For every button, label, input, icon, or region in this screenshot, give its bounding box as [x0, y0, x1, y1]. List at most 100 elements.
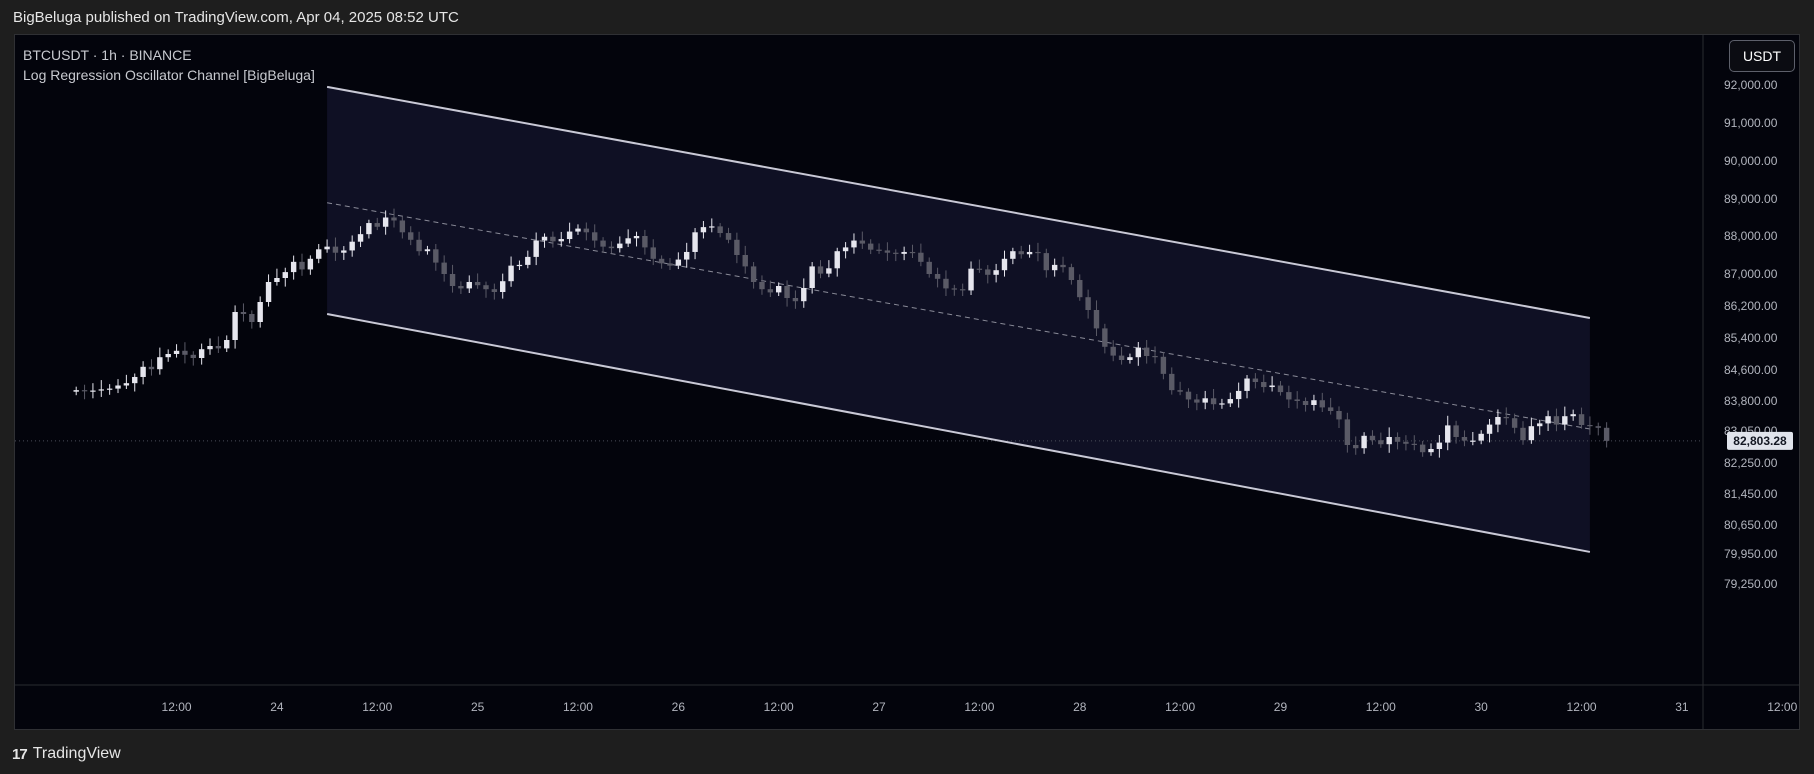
indicator-line: Log Regression Oscillator Channel [BigBe… — [23, 67, 315, 83]
candle — [608, 241, 615, 254]
candle — [1219, 398, 1225, 409]
candle-body — [1428, 449, 1434, 453]
candle-body — [750, 266, 757, 282]
candle — [1093, 300, 1100, 336]
candle-body — [1445, 425, 1451, 443]
candle-body — [299, 261, 305, 270]
candle-body — [943, 278, 949, 289]
candle-body — [1503, 417, 1509, 419]
candle-body — [257, 302, 263, 322]
candle — [1537, 419, 1543, 435]
candle — [884, 242, 891, 261]
candle — [215, 336, 222, 353]
candle-body — [625, 238, 631, 244]
candle-body — [1595, 426, 1601, 428]
price-chart[interactable]: 92,000.00 91,000.00 90,000.00 89,000.00 88,0… — [15, 35, 1800, 730]
candle — [1001, 250, 1008, 277]
candle — [1403, 435, 1409, 451]
candle-body — [341, 250, 347, 253]
candle — [767, 280, 774, 297]
candle-body — [1486, 424, 1493, 434]
candle — [282, 267, 288, 287]
candle-body — [1118, 355, 1125, 360]
candle-body — [934, 274, 941, 279]
candle — [500, 273, 506, 299]
candle — [508, 256, 514, 287]
candle — [224, 335, 230, 352]
candle-body — [1277, 385, 1284, 393]
candle — [1202, 390, 1208, 410]
candle-body — [316, 249, 322, 259]
candle — [1419, 441, 1426, 457]
candle — [842, 242, 849, 259]
y-tick-label: 86,200.00 — [1724, 299, 1778, 313]
candle-body — [1169, 373, 1175, 391]
candle — [1478, 430, 1484, 445]
candle — [600, 237, 606, 253]
candle — [1160, 352, 1167, 380]
candle-body — [608, 246, 615, 249]
x-tick-label: 12:00 — [1567, 700, 1597, 714]
last-price-label: 82,803.28 — [1733, 434, 1787, 448]
candle — [734, 232, 740, 264]
candle — [1143, 340, 1150, 364]
candle-body — [1143, 347, 1150, 356]
candle-body — [474, 282, 481, 286]
x-tick-label: 31 — [1675, 700, 1689, 714]
candle-body — [1294, 399, 1300, 401]
candle-body — [232, 312, 238, 340]
chart-panel[interactable]: 92,000.00 91,000.00 90,000.00 89,000.00 88,0… — [14, 34, 1800, 730]
candle — [867, 239, 874, 255]
candle-body — [566, 231, 573, 240]
candle — [533, 232, 539, 266]
candle-body — [1470, 440, 1476, 442]
candle-body — [709, 226, 715, 228]
candle — [993, 263, 999, 283]
candle — [575, 224, 581, 235]
candle-body — [1528, 426, 1535, 441]
candle — [926, 257, 932, 278]
candle-body — [1010, 251, 1016, 259]
candle — [1286, 385, 1292, 408]
candle — [1252, 373, 1259, 389]
candle-body — [842, 247, 849, 252]
x-tick-label: 12:00 — [1165, 700, 1195, 714]
candle-body — [1235, 390, 1242, 400]
candle — [959, 283, 966, 296]
candle-body — [1135, 347, 1142, 358]
candle-body — [951, 288, 958, 290]
candle — [692, 228, 698, 260]
candle — [516, 260, 523, 271]
candle — [943, 270, 949, 296]
x-tick-label: 12:00 — [964, 700, 994, 714]
candle-body — [274, 278, 280, 282]
candle — [1436, 435, 1443, 458]
x-tick-label: 12:00 — [764, 700, 794, 714]
candle-body — [817, 266, 824, 274]
candle-body — [600, 240, 606, 247]
candle-body — [700, 227, 707, 233]
candle — [1545, 410, 1551, 431]
candle-body — [1269, 385, 1275, 388]
candle-body — [81, 390, 88, 392]
candle — [182, 342, 188, 364]
currency-button[interactable]: USDT — [1729, 40, 1795, 72]
footer-brand[interactable]: 17 TradingView — [12, 742, 121, 766]
candle — [424, 245, 431, 255]
candle-body — [809, 266, 815, 288]
candle-body — [525, 256, 531, 265]
candle — [1353, 436, 1359, 455]
chart-legend: BTCUSDT · 1h · BINANCE Log Regression Os… — [23, 45, 315, 85]
candle-body — [1152, 356, 1158, 358]
candle-body — [1060, 264, 1066, 268]
candle-body — [1537, 423, 1543, 427]
candle-body — [1252, 378, 1259, 383]
candle — [667, 258, 673, 271]
candle-body — [1344, 419, 1351, 445]
candle-body — [867, 243, 874, 250]
candle-body — [1327, 407, 1334, 411]
candle-body — [959, 289, 966, 291]
candle-body — [198, 349, 205, 358]
candle-body — [1302, 401, 1309, 405]
candle-body — [792, 298, 799, 302]
